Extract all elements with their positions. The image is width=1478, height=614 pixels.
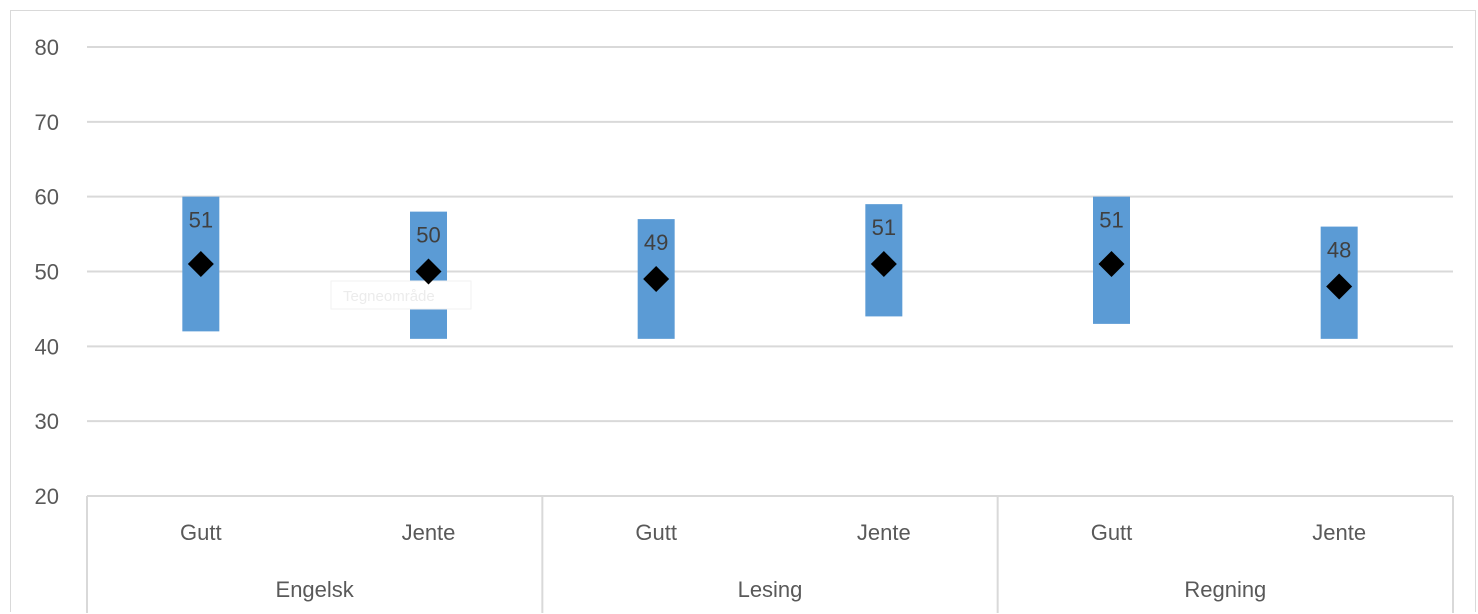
x-category-label: Gutt	[635, 520, 677, 545]
y-tick-label: 70	[35, 110, 59, 135]
plot-area-tooltip-text: Tegneområde	[343, 288, 435, 305]
y-tick-label: 60	[35, 185, 59, 210]
gridlines	[87, 47, 1453, 496]
x-category-label: Gutt	[180, 520, 222, 545]
x-group-label: Engelsk	[276, 577, 355, 602]
y-tick-label: 20	[35, 484, 59, 509]
data-label: 49	[644, 230, 668, 255]
x-axis: Gutt Jente Gutt Jente Gutt Jente Engelsk Lesing…	[87, 496, 1453, 613]
x-category-label: Jente	[857, 520, 911, 545]
y-tick-label: 80	[35, 35, 59, 60]
y-tick-label: 30	[35, 409, 59, 434]
data-label: 51	[1099, 208, 1123, 233]
data-labels: 51 50 49 51 51 48	[189, 208, 1352, 263]
x-group-label: Lesing	[738, 577, 803, 602]
data-label: 51	[189, 208, 213, 233]
y-axis-tick-labels: 20 30 40 50 60 70 80	[35, 35, 59, 509]
range-bars	[182, 197, 1357, 339]
x-category-label: Jente	[1312, 520, 1366, 545]
data-label: 51	[872, 215, 896, 240]
plot-area-tooltip: Tegneområde	[331, 281, 471, 309]
chart-frame: 20 30 40 50 60 70 80 Gutt Jente Gutt Jente Gutt Jen…	[10, 10, 1476, 612]
x-group-label: Regning	[1184, 577, 1266, 602]
y-tick-label: 50	[35, 260, 59, 285]
x-category-label: Jente	[402, 520, 456, 545]
x-category-label: Gutt	[1091, 520, 1133, 545]
chart-plot: 20 30 40 50 60 70 80 Gutt Jente Gutt Jente Gutt Jen…	[11, 11, 1477, 613]
y-tick-label: 40	[35, 334, 59, 359]
data-label: 50	[416, 223, 440, 248]
data-label: 48	[1327, 238, 1351, 263]
